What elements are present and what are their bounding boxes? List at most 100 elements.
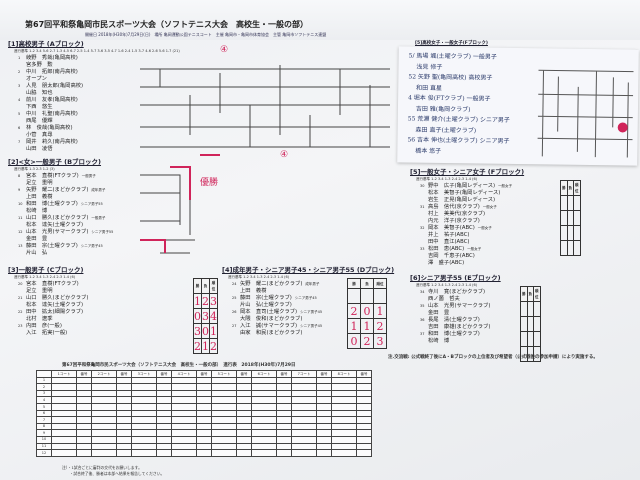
document-title: 第67回平和祭亀岡市民スポーツ大会（ソフトテニス大会 高校生・一般の部） [25,20,308,29]
player-name: 澤 盛子(ABC) [428,260,465,266]
schedule-cell [171,376,197,385]
schedule-header: 番号 [156,370,172,378]
player-partner: 金田 豊 [18,236,113,243]
schedule-cell [116,435,132,444]
player-name: 小菅 真尋 [26,132,53,138]
player-entry: 36 長尾 清(土曜クラブ) [420,317,501,324]
schedule-cell [131,389,157,398]
schedule-cell [131,396,157,404]
category-label: シニア男子45 [300,310,323,314]
schedule-cell [251,442,277,451]
score-header: 順位 [209,278,218,294]
schedule-header: 番号 [276,370,292,378]
schedule-cell [331,435,357,444]
schedule-row-number: 12 [36,449,52,457]
player-name: 上田 義樹 [240,288,267,294]
schedule-cell [276,442,292,451]
player-name: 宮本 直樹(FTクラブ) [26,173,79,179]
score-cell: 2 [209,338,218,354]
footnote-line: 注）・1試合ごとに審判の交代をお願いします。 [62,465,142,470]
schedule-cell [116,383,132,391]
schedule-cell [211,376,237,385]
entry-number: 24 [232,282,237,286]
entry-number: 12 [18,230,23,234]
score-table: 勝負順位 1 2 3 0 3 4 3 0 1 2 1 2 [193,278,218,354]
schedule-cell [331,442,357,451]
schedule-cell [91,429,117,437]
schedule-cell [116,416,132,424]
schedule-cell [91,383,117,391]
schedule-cell [316,422,332,431]
score-row [520,331,541,347]
schedule-cell [156,409,172,418]
player-name: 岡井 莉久(南丹高校) [26,139,78,145]
schedule-cell [196,449,212,457]
player-entry: 32 岡本 美智子(ABC) 一般女子 [420,225,524,232]
player-entry: 4 前川 友孝(亀岡高校) [18,97,180,104]
entry-number: 31 [420,205,425,209]
score-header: 順位 [573,180,581,196]
player-entry: 23 内田 彦(一般) [18,323,88,330]
schedule-cell [236,422,252,431]
score-header: 勝 [193,278,202,294]
entry-number: 8 [18,174,21,178]
schedule-cell [291,435,317,444]
score-cell: 2 [360,333,374,349]
player-name: 由家 和民(まどかクラブ) [240,330,303,336]
schedule-cell [356,449,372,457]
schedule-cell [211,383,237,391]
schedule-cell [156,422,172,431]
schedule-cell [291,449,317,457]
category-label: シニア男子45 [80,244,103,248]
schedule-cell [356,376,372,385]
schedule-cell [276,376,292,385]
score-cell [573,225,581,241]
schedule-cell [91,376,117,385]
score-cell: 3 [373,333,387,349]
schedule-row-number: 5 [36,402,52,411]
player-partner: オープン [18,76,180,83]
schedule-cell [196,442,212,451]
match-order: 進行基準 1-2 3-4 5-6 2-7 1-3 4-5 6-7 2-5 1-4… [14,49,180,53]
player-entry: 12 山本 光男(サマークラブ) シニア男子55 [18,229,113,236]
schedule-cell [91,442,117,451]
schedule-row: 5 [36,402,372,411]
schedule-cell [211,416,237,424]
schedule-cell [51,449,77,457]
schedule-row-number: 2 [36,383,52,391]
schedule-cell [51,389,77,398]
schedule-row: 12 [36,449,372,457]
score-cell [573,195,581,211]
score-table: 勝負順位 [560,180,581,256]
player-partner: 山脇 知也 [18,90,180,97]
entry-number: 37 [420,332,425,336]
score-cell: 3 [201,308,210,324]
player-partner: 村上 美美代(京クラブ) [420,211,524,218]
player-entry: 27 入江 誠(サマークラブ) シニア男子45 [232,323,394,330]
schedule-cell [76,435,92,444]
player-partner: 上田 義樹 [18,194,113,201]
player-entry: 31 高島 信代(京クラブ) 一般女子 [420,204,524,211]
schedule-cell [331,429,357,437]
schedule-header: 番号 [116,370,132,378]
player-name: 金田 豊 [428,310,450,316]
schedule-row: 7 [36,416,372,424]
schedule-cell [196,409,212,418]
schedule-cell [171,422,197,431]
schedule-cell [91,396,117,404]
section-title: [3]一般男子 (Cブロック) [8,266,84,274]
category-label: 一般女子 [467,247,482,251]
schedule-cell [316,396,332,404]
schedule-cell [91,449,117,457]
player-name: 山脇 知也 [26,90,53,96]
score-cell: 2 [201,293,210,309]
player-entry: 33 松田 恵(ABC) 一般女子 [420,246,524,253]
sticky-note: 5/ 馬場 颯(土曜クラブ) 一般男子 浅見 修子 52 矢野 聖(亀岡高校) 高… [397,46,639,166]
schedule-row: 9 [36,429,372,437]
entry-number: 20 [18,282,23,286]
schedule-cell [131,435,157,444]
score-cell [520,346,528,362]
entry-number: 10 [18,202,23,206]
schedule-cell [91,416,117,424]
